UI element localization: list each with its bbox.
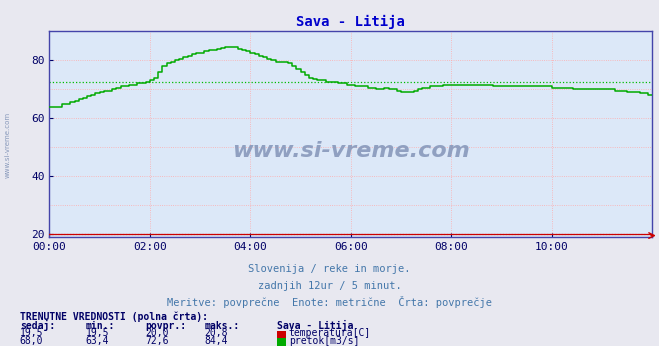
Text: www.si-vreme.com: www.si-vreme.com [5, 112, 11, 179]
Text: 63,4: 63,4 [86, 336, 109, 346]
Text: 20,8: 20,8 [204, 328, 228, 338]
Text: 19,5: 19,5 [86, 328, 109, 338]
Text: maks.:: maks.: [204, 321, 239, 331]
Text: www.si-vreme.com: www.si-vreme.com [232, 140, 470, 161]
Text: 72,6: 72,6 [145, 336, 169, 346]
Text: zadnjih 12ur / 5 minut.: zadnjih 12ur / 5 minut. [258, 281, 401, 291]
Text: Slovenija / reke in morje.: Slovenija / reke in morje. [248, 264, 411, 274]
Text: Meritve: povprečne  Enote: metrične  Črta: povprečje: Meritve: povprečne Enote: metrične Črta:… [167, 296, 492, 308]
Text: temperatura[C]: temperatura[C] [289, 328, 371, 338]
Text: 84,4: 84,4 [204, 336, 228, 346]
Text: 19,5: 19,5 [20, 328, 43, 338]
Text: Sava - Litija: Sava - Litija [277, 320, 353, 331]
Title: Sava - Litija: Sava - Litija [297, 15, 405, 29]
Text: TRENUTNE VREDNOSTI (polna črta):: TRENUTNE VREDNOSTI (polna črta): [20, 311, 208, 322]
Text: povpr.:: povpr.: [145, 321, 186, 331]
Text: sedaj:: sedaj: [20, 320, 55, 331]
Text: 68,0: 68,0 [20, 336, 43, 346]
Text: min.:: min.: [86, 321, 115, 331]
Text: pretok[m3/s]: pretok[m3/s] [289, 336, 359, 346]
Text: 20,0: 20,0 [145, 328, 169, 338]
